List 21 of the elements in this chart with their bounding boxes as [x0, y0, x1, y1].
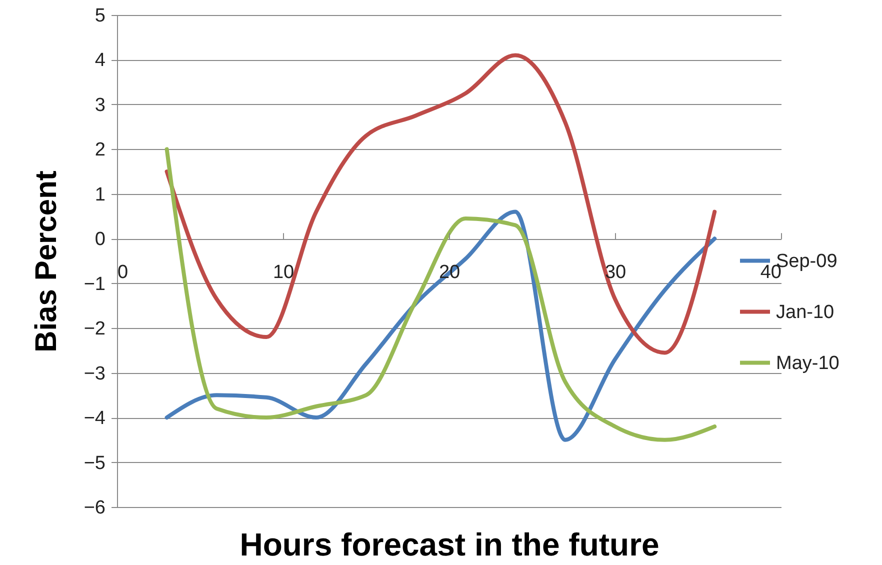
line-series — [164, 210, 717, 442]
line-series — [164, 147, 717, 442]
y-tick-label: 0 — [94, 229, 106, 250]
legend-label: May-10 — [776, 352, 840, 374]
y-tick-label: −6 — [84, 498, 106, 518]
y-tick-label: −1 — [84, 274, 106, 295]
x-tick-label: 0 — [118, 262, 128, 284]
line-series — [164, 53, 717, 355]
x-axis-title: Hours forecast in the future — [240, 526, 660, 562]
y-tick-label: −2 — [84, 318, 106, 340]
legend-label: Jan-10 — [776, 302, 834, 323]
y-tick-label: −3 — [84, 363, 106, 384]
y-tick-label: 1 — [94, 184, 106, 206]
y-tick-label: 5 — [94, 6, 106, 26]
y-axis-title: Bias Percent — [30, 170, 63, 352]
y-tick-label: 3 — [94, 94, 106, 116]
y-tick-label: −5 — [84, 452, 106, 474]
x-tick-label: 10 — [272, 262, 294, 284]
y-tick-label: 2 — [94, 140, 106, 161]
y-tick-label: −4 — [84, 408, 106, 430]
y-tick-label: 4 — [94, 50, 106, 72]
